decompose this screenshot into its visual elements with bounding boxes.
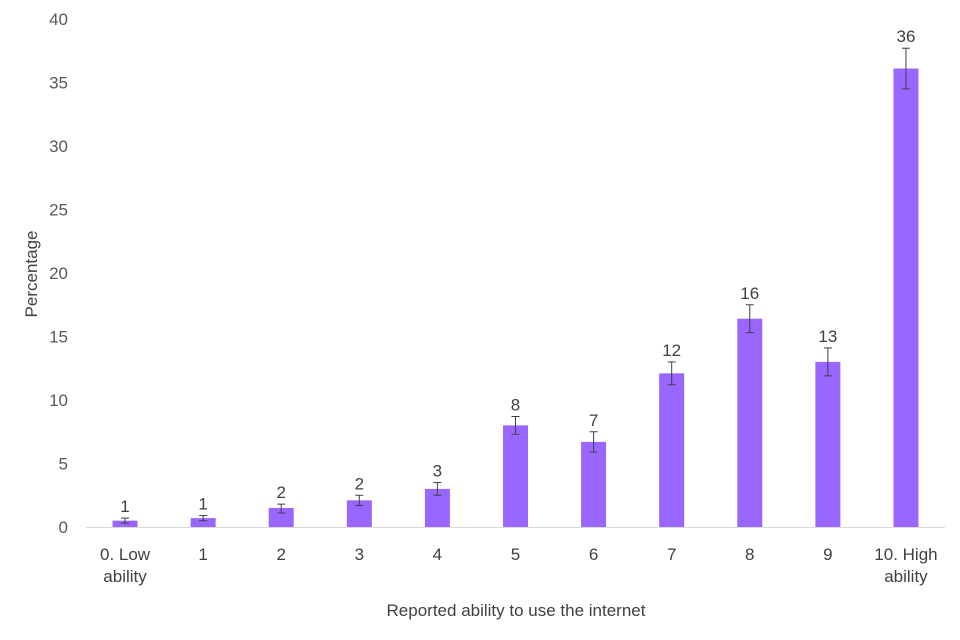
- x-tick-label-line: 10. High: [874, 545, 937, 564]
- x-axis-title: Reported ability to use the internet: [387, 601, 646, 620]
- y-axis-title: Percentage: [22, 231, 41, 318]
- data-label: 2: [276, 483, 285, 502]
- x-tick-label: 0. Low ability: [100, 545, 151, 586]
- x-tick-label-line: ability: [103, 567, 147, 586]
- x-tick-label-line: 7: [667, 545, 676, 564]
- x-tick-label: 9: [823, 545, 832, 564]
- x-tick-label: 6: [589, 545, 598, 564]
- error-bar: [277, 503, 286, 514]
- data-label: 1: [120, 497, 129, 516]
- error-bar: [901, 47, 910, 90]
- x-tick-label-line: 6: [589, 545, 598, 564]
- x-axis-category-labels: 0. Low ability 1 2 3 4 5 6 7 8 9 10. High ability: [100, 545, 938, 586]
- error-bar: [121, 517, 130, 524]
- x-tick-label-line: 2: [276, 545, 285, 564]
- data-label: 36: [896, 27, 915, 46]
- data-label: 12: [662, 341, 681, 360]
- bar: [737, 318, 763, 527]
- data-label: 13: [818, 327, 837, 346]
- bar: [112, 520, 138, 527]
- x-tick-label: 1: [198, 545, 207, 564]
- error-bar: [589, 431, 598, 453]
- x-tick-label: 2: [276, 545, 285, 564]
- y-tick-label: 35: [49, 74, 68, 93]
- data-label: 1: [198, 495, 207, 514]
- x-tick-label: 3: [355, 545, 364, 564]
- error-bar: [823, 347, 832, 377]
- y-tick-label: 20: [49, 264, 68, 283]
- error-bar: [667, 361, 676, 386]
- x-tick-label-line: 1: [198, 545, 207, 564]
- data-label: 8: [511, 396, 520, 415]
- x-tick-label-line: 9: [823, 545, 832, 564]
- bar: [893, 68, 919, 527]
- data-label: 7: [589, 411, 598, 430]
- x-tick-label: 7: [667, 545, 676, 564]
- x-tick-label-line: 5: [511, 545, 520, 564]
- bar: [815, 361, 841, 527]
- y-tick-label: 40: [49, 10, 68, 29]
- bars: [112, 68, 919, 527]
- y-tick-label: 30: [49, 137, 68, 156]
- y-tick-label: 25: [49, 201, 68, 220]
- x-tick-label-line: 8: [745, 545, 754, 564]
- data-label: 16: [740, 284, 759, 303]
- bar: [581, 441, 607, 527]
- x-tick-label: 10. High ability: [874, 545, 937, 586]
- bar: [268, 507, 294, 527]
- x-tick-label-line: 3: [355, 545, 364, 564]
- x-tick-label-line: 0. Low: [100, 545, 151, 564]
- error-bar: [745, 304, 754, 334]
- y-tick-label: 10: [49, 391, 68, 410]
- x-tick-label-line: ability: [884, 567, 928, 586]
- error-bar: [199, 515, 208, 522]
- y-tick-label: 5: [59, 455, 68, 474]
- y-axis-tick-labels: 0 5 10 15 20 25 30 35 40: [49, 10, 68, 537]
- bar: [190, 518, 216, 527]
- error-bars: [121, 47, 910, 524]
- data-label: 2: [355, 474, 364, 493]
- bar: [659, 373, 685, 527]
- y-tick-label: 15: [49, 328, 68, 347]
- y-tick-label: 0: [59, 518, 68, 537]
- error-bar: [511, 416, 520, 435]
- error-bar: [355, 494, 364, 506]
- x-tick-label: 5: [511, 545, 520, 564]
- x-tick-label: 4: [433, 545, 442, 564]
- x-tick-label-line: 4: [433, 545, 442, 564]
- data-label: 3: [433, 462, 442, 481]
- error-bar: [433, 482, 442, 496]
- bar: [503, 425, 528, 527]
- x-tick-label: 8: [745, 545, 754, 564]
